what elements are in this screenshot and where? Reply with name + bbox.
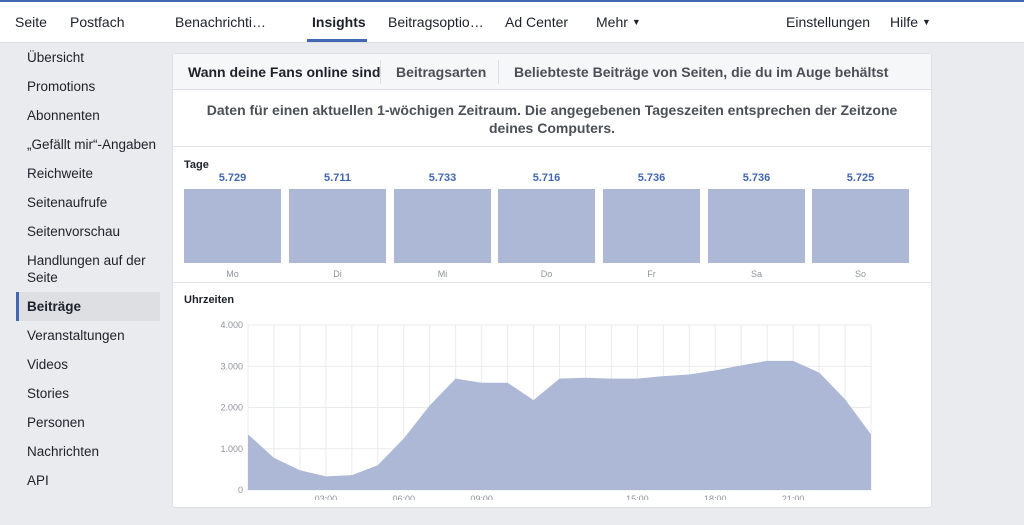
sidebar-item-videos[interactable]: Videos	[27, 357, 69, 372]
nav-seite[interactable]: Seite	[15, 14, 47, 30]
y-tick-label: 1.000	[220, 444, 243, 454]
sidebar-item-beitraege[interactable]: Beiträge	[16, 292, 160, 321]
day-name: Mi	[437, 269, 448, 279]
day-column: 5.736 Fr	[603, 170, 700, 285]
tab-fans-online[interactable]: Wann deine Fans online sind	[188, 64, 381, 80]
tab-beliebteste-beitraege[interactable]: Beliebteste Beiträge von Seiten, die du …	[514, 64, 889, 80]
tab-beitragsarten[interactable]: Beitragsarten	[396, 64, 487, 80]
day-column: 5.711 Di	[289, 170, 386, 285]
active-tab-underline	[307, 39, 367, 42]
day-name: Do	[540, 269, 553, 279]
day-name: Di	[333, 269, 342, 279]
sidebar: Übersicht Promotions Abonnenten „Gefällt…	[16, 43, 160, 495]
day-value: 5.725	[846, 172, 875, 184]
x-tick-label: 18:00	[704, 494, 727, 500]
sidebar-item-seitenvorschau[interactable]: Seitenvorschau	[27, 224, 121, 239]
sidebar-item-seitenaufrufe[interactable]: Seitenaufrufe	[27, 195, 108, 210]
sidebar-item-abonnenten[interactable]: Abonnenten	[27, 108, 100, 123]
x-tick-label: 15:00	[626, 494, 649, 500]
y-tick-label: 4.000	[220, 320, 243, 330]
tab-divider	[498, 60, 499, 84]
day-value: 5.716	[532, 172, 561, 184]
day-column: 5.716 Do	[498, 170, 595, 285]
sidebar-item-stories[interactable]: Stories	[27, 386, 70, 401]
caret-down-icon: ▼	[631, 17, 641, 27]
nav-ad-center[interactable]: Ad Center	[505, 14, 569, 30]
day-bar[interactable]	[603, 189, 700, 263]
sidebar-item-handlungen[interactable]: Handlungen auf der Seite	[27, 253, 146, 285]
day-name: Sa	[750, 269, 762, 279]
day-name: Mo	[226, 269, 239, 279]
insights-card: Wann deine Fans online sind Beitragsarte…	[172, 53, 932, 508]
day-value: 5.736	[637, 172, 666, 184]
day-value: 5.729	[218, 172, 247, 184]
divider	[173, 282, 931, 283]
caret-down-icon: ▼	[922, 17, 931, 27]
hours-area[interactable]	[248, 360, 871, 490]
days-label: Tage	[184, 159, 209, 171]
nav-mehr-label: Mehr	[596, 14, 628, 30]
top-nav: Seite Postfach Benachrichti… Insights Be…	[0, 0, 1024, 43]
x-tick-label: 09:00	[470, 494, 493, 500]
nav-einstellungen[interactable]: Einstellungen	[786, 14, 871, 30]
day-bar[interactable]	[394, 189, 491, 263]
day-name: Fr	[647, 269, 656, 279]
sidebar-item-veranstaltungen[interactable]: Veranstaltungen	[27, 328, 125, 343]
y-tick-label: 0	[238, 485, 243, 495]
x-tick-label: 06:00	[392, 494, 415, 500]
day-value: 5.711	[324, 172, 351, 184]
x-tick-label: 21:00	[782, 494, 805, 500]
hours-label: Uhrzeiten	[184, 294, 235, 306]
tab-bar: Wann deine Fans online sind Beitragsarte…	[173, 54, 931, 90]
nav-beitragsoptionen[interactable]: Beitragsoptio…	[388, 14, 484, 30]
sidebar-item-api[interactable]: API	[27, 473, 49, 488]
nav-insights[interactable]: Insights	[312, 14, 366, 30]
hours-chart: 0 1.000 2.000 3.000 4.000 03:00 06:00 09:00 15:0…	[220, 320, 872, 500]
day-bar[interactable]	[812, 189, 909, 263]
nav-hilfe[interactable]: Hilfe ▼	[890, 14, 931, 30]
day-bar[interactable]	[498, 189, 595, 263]
x-tick-label: 03:00	[315, 494, 338, 500]
day-column: 5.736 Sa	[708, 170, 805, 285]
y-tick-label: 2.000	[220, 403, 243, 413]
day-column: 5.733 Mi	[394, 170, 491, 285]
sidebar-item-gefaellt-mir[interactable]: „Gefällt mir“-Angaben	[27, 137, 157, 152]
nav-benachrichtigungen[interactable]: Benachrichti…	[175, 14, 267, 30]
sidebar-item-nachrichten[interactable]: Nachrichten	[27, 444, 100, 459]
day-bar[interactable]	[184, 189, 281, 263]
day-column: 5.725 So	[812, 170, 909, 285]
y-tick-label: 3.000	[220, 361, 243, 371]
nav-hilfe-label: Hilfe	[890, 14, 919, 30]
sidebar-item-reichweite[interactable]: Reichweite	[27, 166, 94, 181]
sidebar-item-uebersicht[interactable]: Übersicht	[27, 50, 85, 65]
day-value: 5.733	[428, 172, 457, 184]
tab-divider	[380, 60, 381, 84]
sidebar-item-personen[interactable]: Personen	[27, 415, 85, 430]
divider	[173, 146, 931, 147]
day-value: 5.736	[742, 172, 771, 184]
day-bar[interactable]	[708, 189, 805, 263]
days-chart: 5.729 Mo 5.711 Di 5.733 Mi 5.716 Do 5.73…	[184, 170, 910, 285]
nav-mehr[interactable]: Mehr ▼	[596, 14, 641, 30]
sidebar-item-promotions[interactable]: Promotions	[27, 79, 96, 94]
nav-postfach[interactable]: Postfach	[70, 14, 125, 30]
info-text: Daten für einen aktuellen 1-wöchigen Zei…	[206, 102, 898, 136]
day-name: So	[854, 269, 866, 279]
day-bar[interactable]	[289, 189, 386, 263]
day-column: 5.729 Mo	[184, 170, 281, 285]
